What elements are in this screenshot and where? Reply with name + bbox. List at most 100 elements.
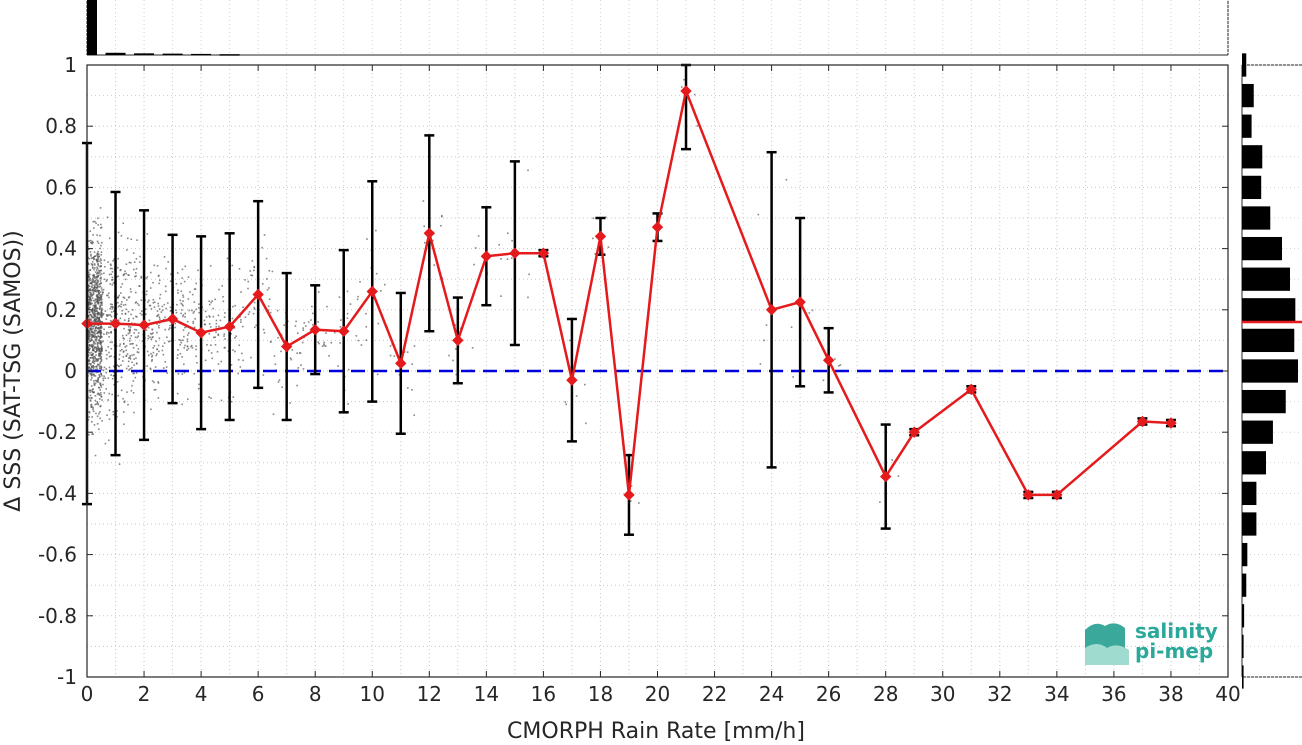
data-point [186, 340, 189, 343]
data-point [181, 268, 184, 271]
data-point [204, 323, 206, 326]
mean-marker [138, 319, 150, 331]
data-point [122, 304, 125, 306]
data-point [92, 388, 95, 390]
data-point [92, 349, 94, 351]
top-hist-bar [134, 53, 155, 55]
data-point [87, 271, 90, 274]
data-point [163, 303, 166, 306]
data-point [136, 316, 138, 318]
data-point [180, 312, 182, 315]
data-point [174, 322, 177, 325]
data-point [310, 319, 312, 321]
data-point [303, 322, 306, 324]
right-hist-bar [1242, 481, 1257, 506]
data-point [152, 301, 155, 304]
data-point [92, 343, 95, 345]
data-point [187, 332, 190, 334]
data-point [119, 269, 122, 272]
data-point [93, 375, 96, 377]
data-point [91, 277, 94, 280]
data-point [126, 353, 129, 355]
data-point [88, 338, 90, 341]
data-point [103, 328, 105, 331]
data-point [119, 343, 122, 345]
data-point [96, 307, 98, 309]
data-point [422, 200, 425, 202]
data-point [122, 397, 124, 400]
data-point [127, 320, 130, 323]
data-point [158, 350, 160, 353]
data-point [94, 454, 97, 457]
data-point [96, 260, 98, 263]
data-point [88, 330, 91, 333]
data-point [103, 375, 105, 378]
data-point [93, 348, 95, 350]
mean-marker [965, 383, 977, 396]
data-point [88, 248, 90, 251]
y-tick-label: 0 [64, 359, 77, 383]
data-point [93, 290, 95, 293]
data-point [94, 399, 97, 402]
data-point [133, 261, 136, 263]
data-point [498, 243, 500, 246]
data-point [132, 346, 135, 349]
data-point [182, 314, 185, 316]
data-point [135, 275, 137, 277]
data-point [186, 345, 189, 348]
data-point [118, 294, 121, 297]
x-tick-label: 24 [759, 682, 784, 706]
data-point [216, 350, 219, 353]
scatter-points [87, 78, 900, 504]
data-point [604, 216, 607, 219]
data-point [91, 361, 94, 363]
data-point [96, 297, 99, 299]
data-point [100, 226, 103, 229]
data-point [693, 93, 696, 96]
data-point [99, 389, 102, 391]
data-point [100, 395, 102, 398]
data-point [99, 260, 101, 263]
data-point [629, 500, 632, 502]
mean-marker [109, 317, 122, 330]
data-point [106, 414, 108, 417]
data-point [96, 312, 99, 315]
data-point [99, 341, 101, 344]
data-point [94, 319, 96, 322]
data-point [164, 328, 167, 331]
data-point [96, 380, 98, 382]
data-point [130, 322, 133, 324]
y-tick-label: -0.2 [38, 420, 77, 444]
data-point [208, 396, 210, 398]
data-point [92, 311, 94, 313]
data-point [146, 365, 148, 367]
data-point [100, 301, 102, 304]
data-point [157, 344, 160, 347]
data-point [88, 335, 91, 338]
data-point [105, 280, 108, 283]
data-point [177, 373, 180, 375]
data-point [108, 273, 111, 276]
data-point [122, 337, 125, 339]
data-point [134, 302, 137, 304]
data-point [424, 241, 426, 244]
data-point [96, 281, 98, 284]
data-point [127, 403, 129, 406]
data-point [152, 336, 154, 338]
data-point [156, 331, 158, 334]
data-point [130, 290, 132, 293]
data-point [839, 364, 842, 366]
data-point [110, 311, 113, 313]
data-point [109, 303, 112, 305]
data-point [93, 256, 95, 258]
data-point [218, 325, 220, 328]
data-point [290, 358, 293, 361]
data-point [118, 304, 121, 307]
data-point [204, 359, 207, 362]
data-point [304, 325, 307, 327]
data-point [93, 362, 96, 365]
data-point [104, 265, 106, 268]
data-point [89, 389, 92, 392]
data-point [113, 371, 115, 374]
data-point [92, 279, 94, 281]
